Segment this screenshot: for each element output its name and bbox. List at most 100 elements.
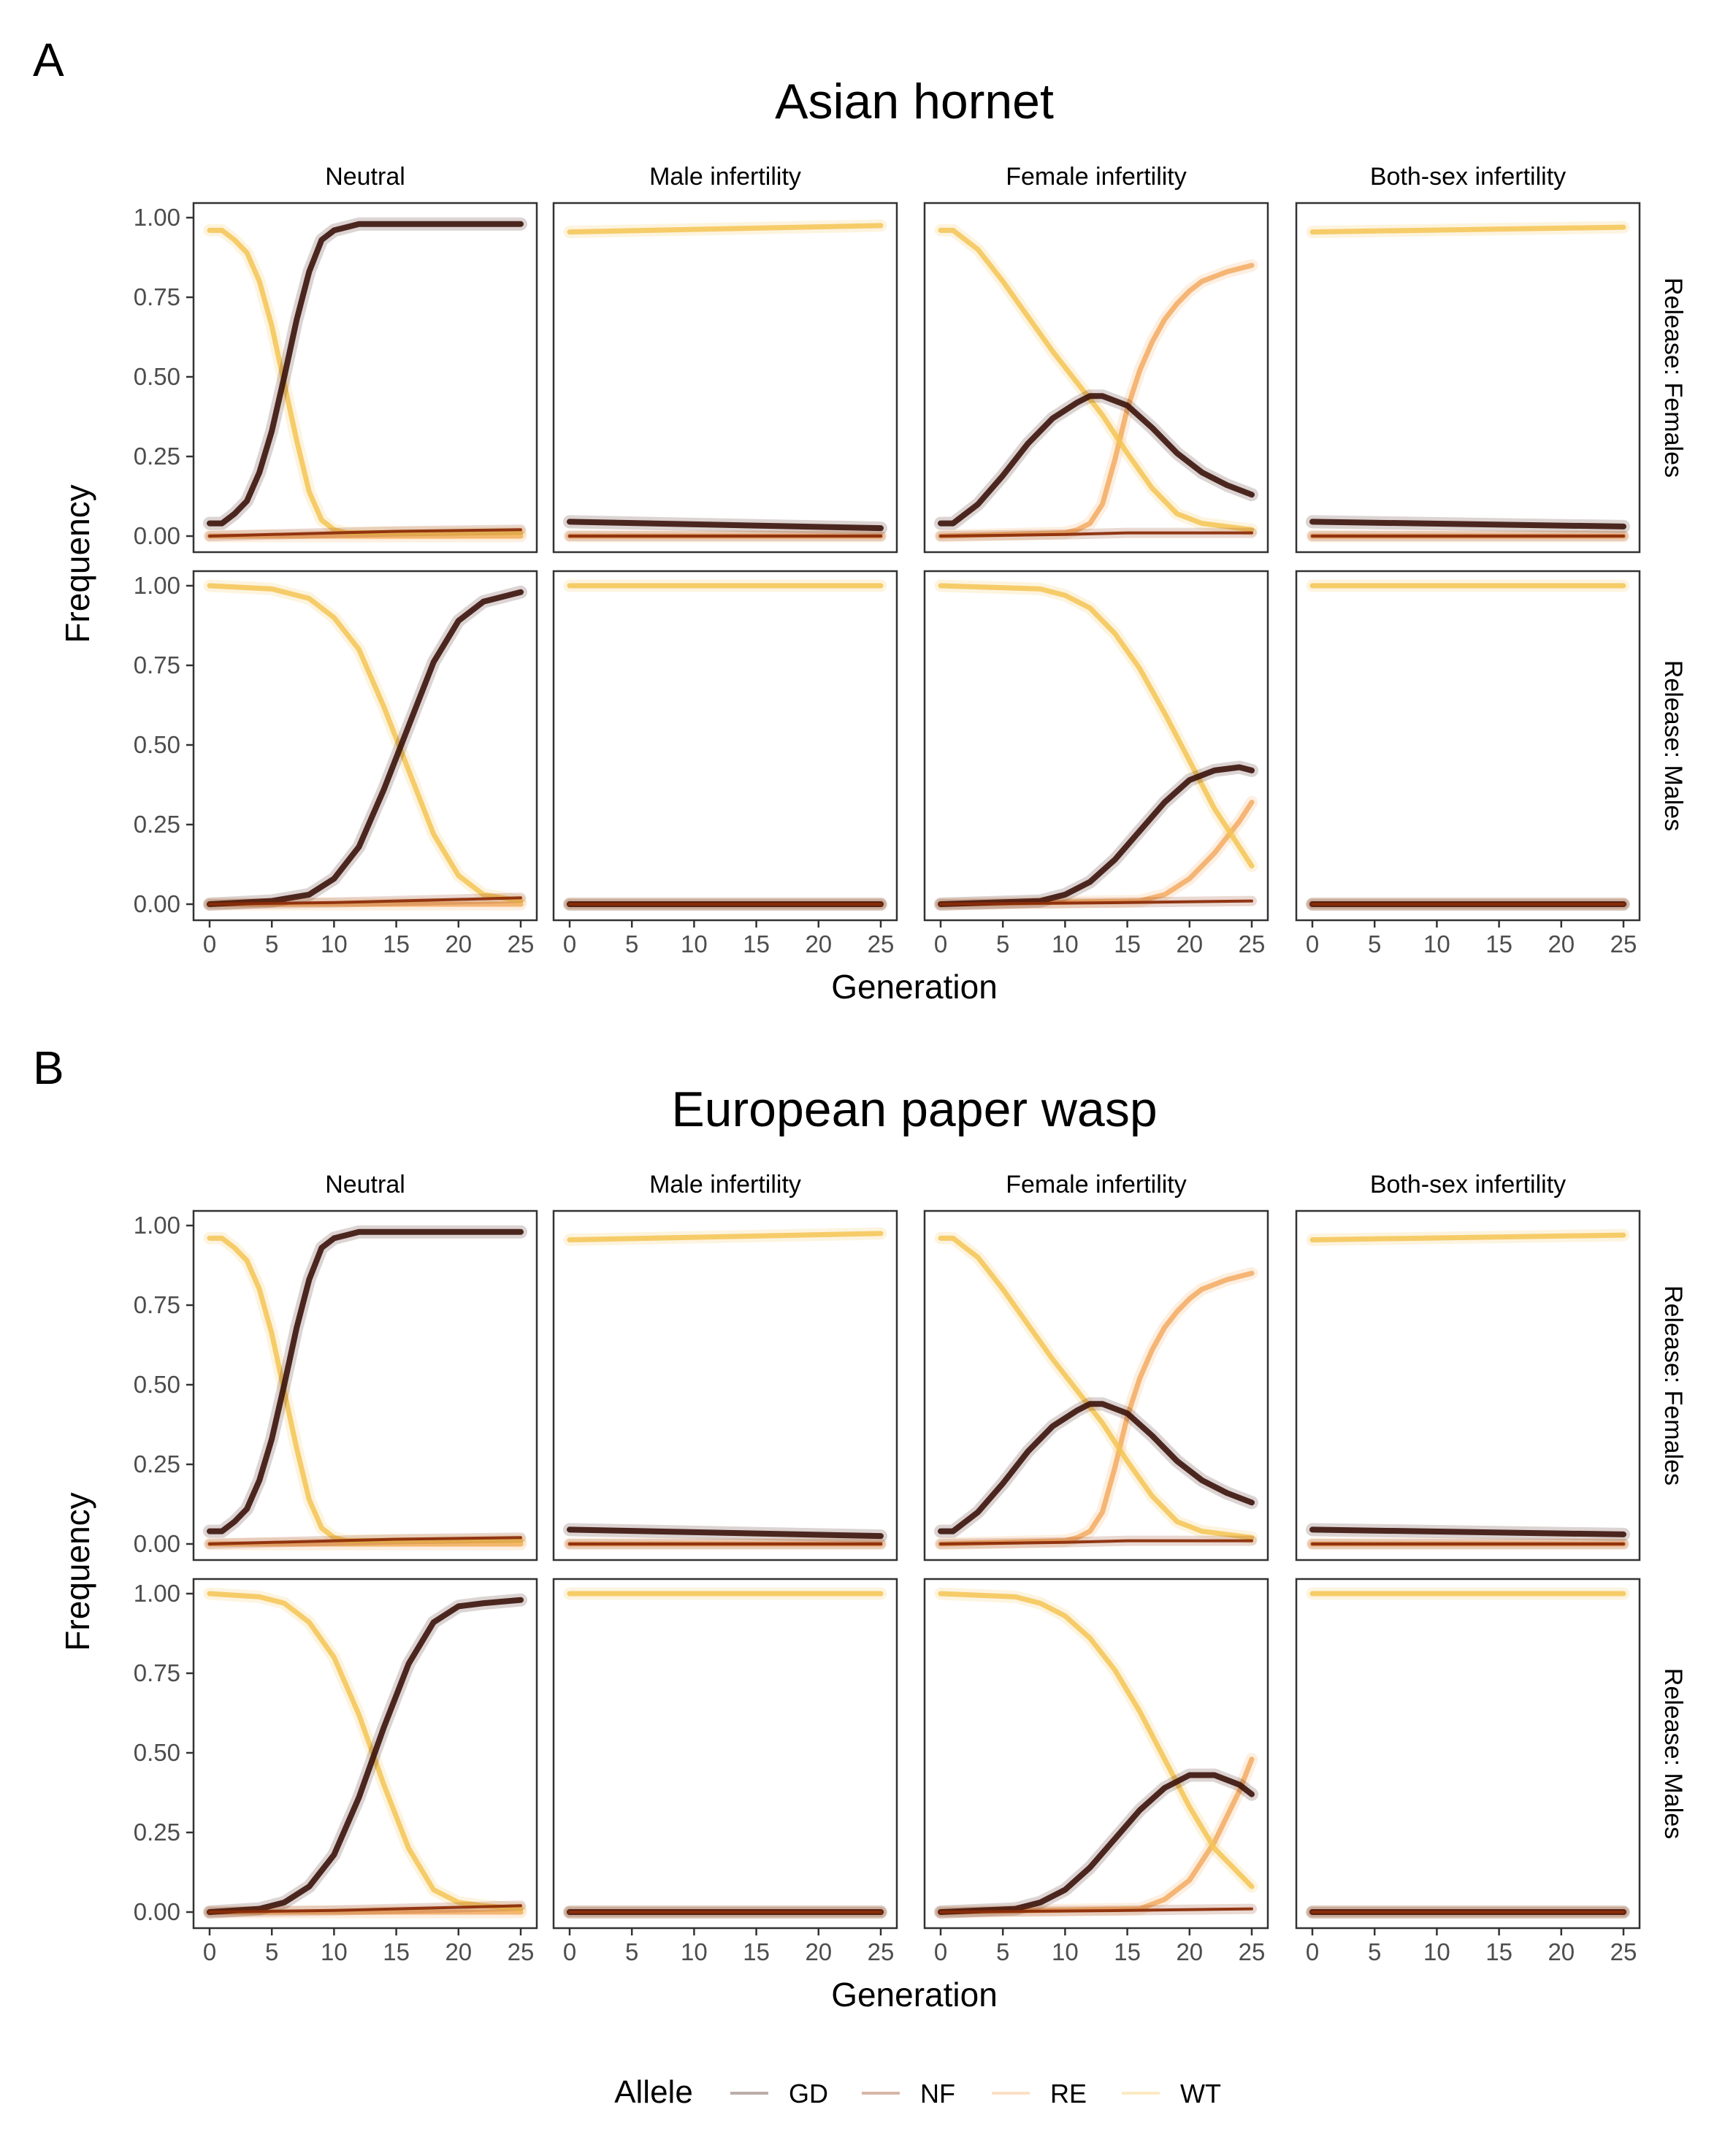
- y-tick-label: 1.00: [134, 1212, 180, 1239]
- facet-plot: [552, 1209, 898, 1561]
- x-tick-label: 15: [383, 930, 410, 957]
- x-tick-label: 5: [265, 1938, 278, 1965]
- series-line-nf: [208, 896, 522, 906]
- facet-plot: [923, 1209, 1269, 1561]
- x-tick-label: 15: [1485, 1938, 1512, 1965]
- y-tick-label: 0.25: [134, 811, 180, 838]
- series-line-gd: [938, 1772, 1255, 1915]
- series-line-re: [938, 1270, 1255, 1547]
- facet-frame: [552, 1209, 898, 1561]
- series-line-wt: [207, 583, 524, 904]
- x-tick-label: 5: [996, 1938, 1009, 1965]
- x-tick-label: 25: [868, 930, 895, 957]
- y-tick-label: 0.00: [134, 522, 180, 549]
- series-line-gd: [207, 589, 524, 907]
- x-tick-label: 10: [321, 930, 348, 957]
- facet-frame: [552, 1578, 898, 1930]
- panel-letter: B: [33, 1041, 64, 1094]
- x-tick-label: 15: [743, 1938, 770, 1965]
- series-line-gd: [938, 764, 1255, 907]
- x-tick-label: 15: [743, 930, 770, 957]
- series-line-gd: [567, 519, 884, 532]
- legend-item: WT: [1122, 2079, 1221, 2109]
- series-line-gd: [207, 1228, 524, 1534]
- x-tick-label: 0: [934, 1938, 947, 1965]
- facet-col-label: Female infertility: [1006, 163, 1187, 191]
- series-line-nf: [939, 531, 1253, 538]
- x-tick-label: 20: [1176, 930, 1203, 957]
- series-line-gd: [938, 1401, 1255, 1534]
- y-tick-label: 0.75: [134, 1659, 180, 1686]
- facet-plot: 0 5 10 15 20 25: [923, 1578, 1269, 1965]
- facet-plot: 0 5 10 15 20 25: [1295, 570, 1641, 957]
- facet-frame: [1295, 1578, 1641, 1930]
- y-tick-label: 0.50: [134, 1371, 180, 1398]
- x-tick-label: 10: [321, 1938, 348, 1965]
- y-tick-label: 1.00: [134, 204, 180, 231]
- facet-row-label: Release: Females: [1659, 1285, 1687, 1486]
- facet-plot: 0 5 10 15 20 25: [552, 1578, 898, 1965]
- x-tick-label: 15: [1485, 930, 1512, 957]
- series-line-gd: [1309, 1526, 1626, 1537]
- x-axis-label: Generation: [831, 1976, 998, 2014]
- facet-plot: 0.00 0.25 0.50 0.75 1.00 0 5 10 15 20 25: [134, 570, 538, 957]
- x-tick-label: 20: [805, 930, 832, 957]
- y-tick-label: 1.00: [134, 572, 180, 599]
- y-tick-label: 0.00: [134, 1898, 180, 1925]
- facet-plot: 0.00 0.25 0.50 0.75 1.00: [134, 202, 538, 554]
- x-tick-label: 15: [1114, 930, 1141, 957]
- y-tick-label: 0.50: [134, 731, 180, 758]
- series-line-re: [938, 262, 1255, 539]
- x-tick-label: 25: [1239, 930, 1266, 957]
- x-tick-label: 20: [1548, 930, 1575, 957]
- facet-col-label: Both-sex infertility: [1370, 163, 1566, 191]
- legend-label: RE: [1050, 2079, 1087, 2109]
- facet-col-label: Neutral: [325, 163, 405, 191]
- legend-label: WT: [1180, 2079, 1221, 2109]
- x-tick-label: 25: [508, 1938, 535, 1965]
- facet-frame: [923, 1209, 1269, 1561]
- facet-col-label: Neutral: [325, 1171, 405, 1199]
- facet-plot: [1295, 1209, 1641, 1561]
- x-tick-label: 25: [1239, 1938, 1266, 1965]
- series-line-wt: [567, 223, 884, 235]
- x-tick-label: 10: [1423, 1938, 1450, 1965]
- facet-frame: [552, 202, 898, 554]
- facet-plot: 0 5 10 15 20 25: [923, 570, 1269, 957]
- x-tick-label: 25: [1610, 1938, 1637, 1965]
- x-tick-label: 25: [1610, 930, 1637, 957]
- series-line-nf: [208, 1536, 522, 1545]
- facet-col-label: Female infertility: [1006, 1171, 1187, 1199]
- legend-item: RE: [992, 2079, 1087, 2109]
- x-tick-label: 0: [1306, 930, 1319, 957]
- facet-frame: [552, 570, 898, 922]
- series-line-nf: [208, 1904, 522, 1914]
- x-tick-label: 10: [1052, 1938, 1079, 1965]
- x-tick-label: 5: [625, 1938, 638, 1965]
- figure-panel-a: A Asian hornet Neutral Male infertility Fema…: [33, 34, 1687, 1006]
- facet-frame: [1295, 1209, 1641, 1561]
- legend-title: Allele: [614, 2074, 693, 2110]
- y-tick-label: 0.50: [134, 1739, 180, 1766]
- facet-plot: [923, 202, 1269, 554]
- x-tick-label: 0: [934, 930, 947, 957]
- series-line-wt: [938, 1235, 1255, 1540]
- series-line-nf: [208, 528, 522, 538]
- legend: Allele GD NF RE WT: [614, 2074, 1221, 2110]
- series-line-wt: [938, 227, 1255, 532]
- series-line-wt: [938, 583, 1255, 869]
- x-tick-label: 0: [563, 1938, 576, 1965]
- facet-row-label: Release: Males: [1659, 1668, 1687, 1839]
- x-axis-label: Generation: [831, 968, 998, 1006]
- x-tick-label: 10: [681, 1938, 708, 1965]
- facet-frame: [923, 570, 1269, 922]
- legend-item: GD: [730, 2079, 828, 2109]
- facet-col-label: Both-sex infertility: [1370, 1171, 1566, 1199]
- series-line-wt: [567, 1231, 884, 1243]
- x-tick-label: 20: [805, 1938, 832, 1965]
- x-tick-label: 0: [203, 1938, 216, 1965]
- y-tick-label: 0.00: [134, 1530, 180, 1557]
- facet-frame: [192, 1578, 538, 1930]
- facet-frame: [923, 202, 1269, 554]
